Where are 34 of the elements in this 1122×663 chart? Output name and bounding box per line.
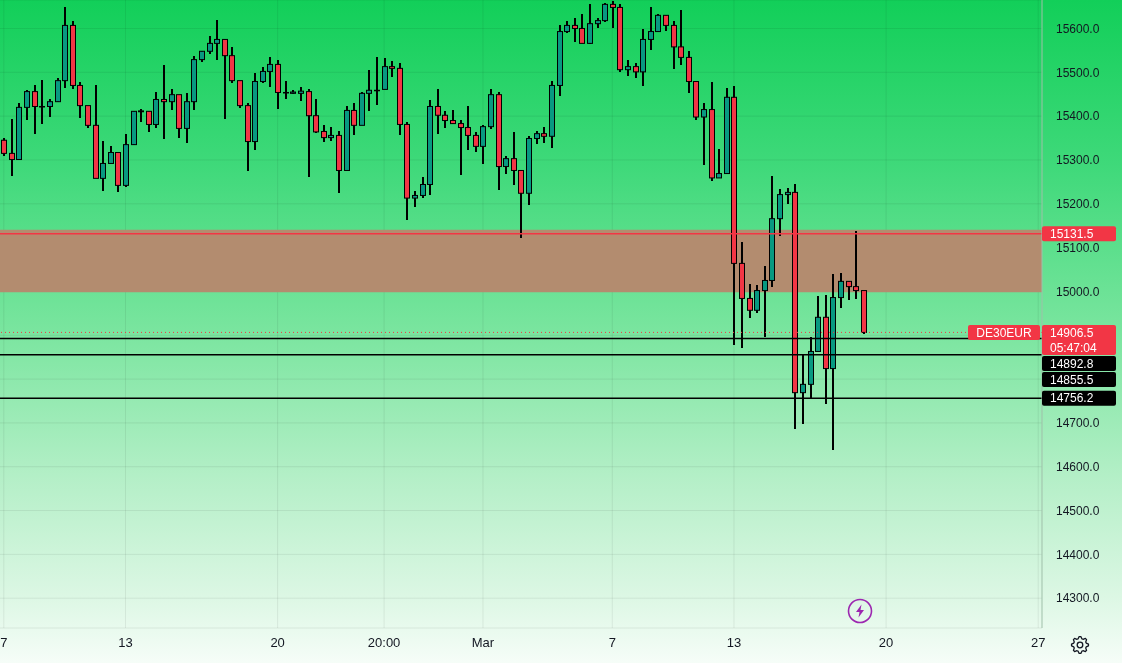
x-tick-label: 7	[0, 635, 8, 651]
x-tick-label: 20	[878, 635, 894, 651]
candlestick	[161, 64, 167, 140]
candlestick	[587, 2, 593, 46]
y-tick-label: 14500.0	[1056, 503, 1100, 518]
text: 14906.5	[1050, 325, 1094, 340]
x-tick-label: Mar	[471, 635, 495, 651]
ref-line-label: DE30EUR	[976, 325, 1033, 340]
text: 05:47:04	[1050, 340, 1098, 355]
ref-line-label: 14892.8	[1050, 356, 1094, 371]
y-tick-label: 14300.0	[1056, 591, 1100, 606]
y-tick-label: 15600.0	[1056, 21, 1100, 36]
y-tick-label: 15500.0	[1056, 65, 1100, 80]
y-tick-label: 14400.0	[1056, 547, 1100, 562]
x-tick-label: 7	[608, 635, 616, 651]
ref-line-label: 14855.5	[1050, 372, 1094, 387]
x-tick-label: 20:00	[367, 635, 401, 651]
x-tick-label: 13	[118, 635, 133, 651]
y-tick-label: 15400.0	[1056, 109, 1100, 124]
x-tick-label: 20	[270, 635, 285, 651]
candlestick	[24, 89, 30, 121]
y-tick-label: 15000.0	[1056, 284, 1100, 299]
candlestick	[85, 104, 91, 129]
ref-line-label: 14756.2	[1050, 391, 1094, 406]
x-tick-label: 27	[1030, 635, 1046, 651]
y-tick-label: 15200.0	[1056, 197, 1100, 212]
y-tick-label: 15300.0	[1056, 153, 1100, 168]
x-tick-label: 13	[726, 635, 742, 651]
ref-line-label: 15131.5	[1050, 227, 1094, 241]
candlestick	[701, 102, 707, 166]
y-tick-label: 14600.0	[1056, 459, 1100, 474]
y-tick-label: 15100.0	[1056, 240, 1100, 255]
y-tick-label: 14700.0	[1056, 416, 1100, 431]
candlestick	[838, 271, 844, 309]
